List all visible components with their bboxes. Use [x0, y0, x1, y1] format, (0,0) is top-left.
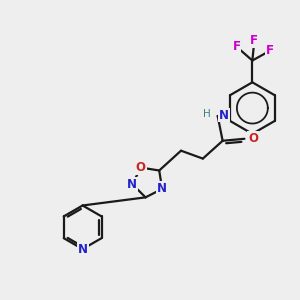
- Text: N: N: [78, 243, 88, 256]
- Text: O: O: [136, 161, 146, 174]
- Text: F: F: [232, 40, 241, 53]
- Text: O: O: [248, 132, 258, 145]
- Text: N: N: [128, 178, 137, 191]
- Text: N: N: [219, 109, 229, 122]
- Text: H: H: [203, 109, 211, 119]
- Text: F: F: [266, 44, 274, 57]
- Text: F: F: [250, 34, 258, 47]
- Text: N: N: [157, 182, 167, 195]
